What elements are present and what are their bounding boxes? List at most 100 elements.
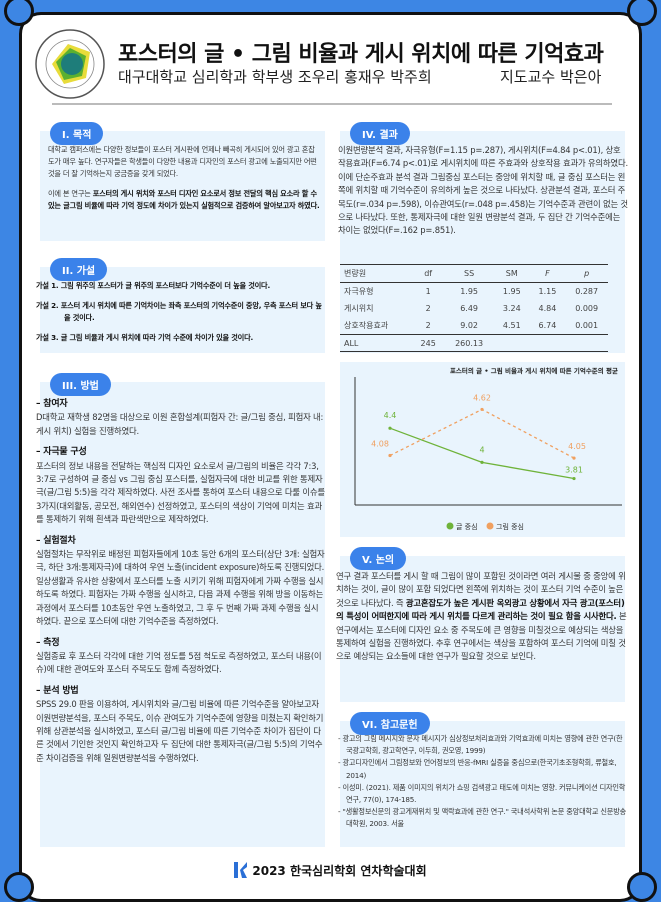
table-cell: 3.24 [502,304,521,313]
method-paragraph: SPSS 29.0 판을 이용하여, 게시위치와 글/그림 비율에 따른 기억수… [36,699,324,763]
method-text: – 참여자 D대학교 재학생 82명을 대상으로 이원 혼합설계(피험자 간: … [36,392,326,773]
hypothesis-list: 가설 1. 그림 위주의 포스터가 글 위주의 포스터보다 기억수준이 더 높을… [36,280,328,352]
method-subtitle: – 자극물 구성 [36,447,87,458]
discussion-text: 연구 결과 포스터를 게시 할 때 그림이 많이 포함된 것이라면 여러 게시물… [336,570,628,664]
purpose-paragraph-2: 이에 본 연구는 포스터의 게시 위치와 포스터 디자인 요소로서 정보 전달의… [48,188,320,212]
data-point [480,407,484,412]
reference-item: - "생활정보신문의 광고게재위치 및 맥락효과에 관한 연구." 국내석사학위… [338,807,627,829]
method-paragraph: 실험절차는 무작위로 배정된 피험자들에게 10초 동안 6개의 포스터(상단 … [36,549,325,627]
university-logo [35,29,105,99]
poster-title: 포스터의 글 • 그림 비율과 게시 위치에 따른 기억효과 [118,42,604,67]
table-cell: 4.51 [502,321,521,330]
table-header: F [545,269,550,278]
legend-label: 그림 중심 [496,522,524,531]
authors: 대구대학교 심리학과 학부생 조우리 홍재우 박주희 [118,68,432,86]
reference-item: - 이성미. (2021). 제품 이미지의 위치가 쇼핑 검색광고 태도에 미… [338,782,626,805]
legend-label: 글 중심 [456,522,478,531]
table-cell: 6.49 [460,304,478,313]
table-cell: 상호작용효과 [344,321,389,330]
table-header: 변량원 [344,269,367,278]
data-label: 4.08 [371,440,389,449]
table-cell: 1.95 [502,287,521,296]
hypothesis-panel [40,267,325,353]
table-cell: 1.95 [460,287,478,296]
table-cell: 4.84 [538,304,557,313]
legend-marker [446,522,454,530]
table-row: 상호작용효과 2 9.02 4.51 6.74 0.001 [340,317,608,335]
purpose-paragraph: 대학교 캠퍼스에는 다양한 정보들이 포스터 게시판에 언제나 빼곡히 게시되어… [48,145,317,178]
method-subtitle: – 분석 방법 [36,685,79,696]
table-cell: 1.15 [538,287,557,296]
anova-table: 변량원 df SS SM F p 자극유형 1 1.95 1.95 1.15 0.287 게… [340,264,608,352]
table-cell: 0.001 [575,321,599,330]
method-subtitle: – 참여자 [36,399,68,409]
table-row: ALL 245 260.13 [340,334,608,352]
method-paragraph: D대학교 재학생 82명을 대상으로 이원 혼합설계(피험자 간: 글/그림 중… [36,412,324,436]
hypothesis-item: 가설 1. 그림 위주의 포스터가 글 위주의 포스터보다 기억수준이 더 높을… [36,281,270,290]
section-method-label: III. 방법 [50,373,111,396]
data-point [480,460,484,464]
purpose-panel [40,131,325,241]
table-cell: 0.287 [575,287,599,296]
footer: 2023 한국심리학회 연차학술대회 [0,862,661,879]
hypothesis-item: 가설 3. 글 그림 비율과 게시 위치에 따라 기억 수준에 차이가 있을 것… [36,333,254,342]
data-point [388,453,392,458]
table-cell [530,335,566,352]
table-cell: 2 [425,304,431,313]
table-row: 자극유형 1 1.95 1.95 1.15 0.287 [340,283,608,301]
method-subtitle: – 측정 [36,637,60,648]
data-label: 3.81 [565,466,583,475]
legend-marker [486,522,494,530]
table-row: 게시위치 2 6.49 3.24 4.84 0.009 [340,300,608,317]
purpose-text: 대학교 캠퍼스에는 다양한 정보들이 포스터 게시판에 언제나 빼곡히 게시되어… [48,144,320,220]
table-cell [494,335,530,352]
method-paragraph: 포스터의 정보 내용을 전달하는 핵심적 디자인 요소로서 글/그림의 비율은 … [36,460,325,525]
table-cell: 6.74 [538,321,557,330]
data-label: 4.62 [473,393,491,402]
corner-decoration [4,0,34,26]
table-cell: 260.13 [455,338,484,348]
hypothesis-item: 가설 2. 포스터 게시 위치에 따른 기억차이는 좌측 포스터의 기억수준이 … [36,301,322,322]
discussion-plain: 연구 결과 포스터를 게시 할 때 그림이 많이 포함된 것이라면 여러 게시물… [336,571,626,608]
advisor: 지도교수 박은아 [500,68,602,86]
data-label: 4.05 [568,442,586,451]
table-header: p [584,269,590,278]
purpose-bold: 포스터의 게시 위치와 포스터 디자인 요소로서 정보 전달의 핵심 요소라 할… [48,189,320,210]
table-cell: 245 [420,338,436,348]
method-panel [40,382,325,847]
line-chart: 포스터의 글 • 그림 비율과 게시 위치에 따른 기억수준의 평균 4.4 4 3.… [354,366,622,531]
table-cell: 게시위치 [344,304,374,313]
reference-item: - 광고의 그림 메시지와 문자 메시지가 심상정보처리효과와 기억효과에 미치… [338,734,623,756]
references-list: - 광고의 그림 메시지와 문자 메시지가 심상정보처리효과와 기억효과에 미치… [338,733,628,831]
table-cell: 9.02 [460,321,478,330]
discussion-bold: 광고혼잡도가 높은 게시판 옥외광고 상황에서 자극 광고(포스터)의 특성이 … [336,597,625,622]
table-header: SS [464,269,475,278]
table-cell: 자극유형 [344,287,374,296]
header-divider [52,103,612,105]
table-cell [565,335,608,352]
references-panel [340,721,625,847]
footer-text: 2023 한국심리학회 연차학술대회 [252,864,427,878]
section-results-label: IV. 결과 [350,122,410,145]
reference-item: - 광고디자인에서 그림정보와 언어정보의 반응-fMRI 실증을 중심으로(한… [338,758,617,780]
table-header: SM [505,269,518,278]
table-cell: 0.009 [575,304,599,313]
section-hypothesis-label: II. 가설 [50,258,108,281]
data-point [388,426,392,430]
table-header-row: 변량원 df SS SM F p [340,265,608,283]
data-label: 4.4 [384,411,397,420]
data-point [572,476,576,481]
data-point [572,456,576,460]
results-panel [340,131,625,353]
table-cell: 2 [425,321,431,330]
purpose-plain: 이에 본 연구는 [48,189,93,198]
conference-logo-icon [234,862,248,878]
table-cell: ALL [344,338,359,348]
section-purpose-label: I. 목적 [50,122,104,145]
method-subtitle: – 실험절차 [36,535,76,546]
chart-panel [340,362,625,537]
table-header: df [424,269,433,278]
discussion-panel [340,556,625,702]
method-paragraph: 실험종료 후 포스터 각각에 대한 기억 정도를 5점 척도로 측정하였고, 포… [36,650,322,675]
chart-title: 포스터의 글 • 그림 비율과 게시 위치에 따른 기억수준의 평균 [450,366,618,375]
